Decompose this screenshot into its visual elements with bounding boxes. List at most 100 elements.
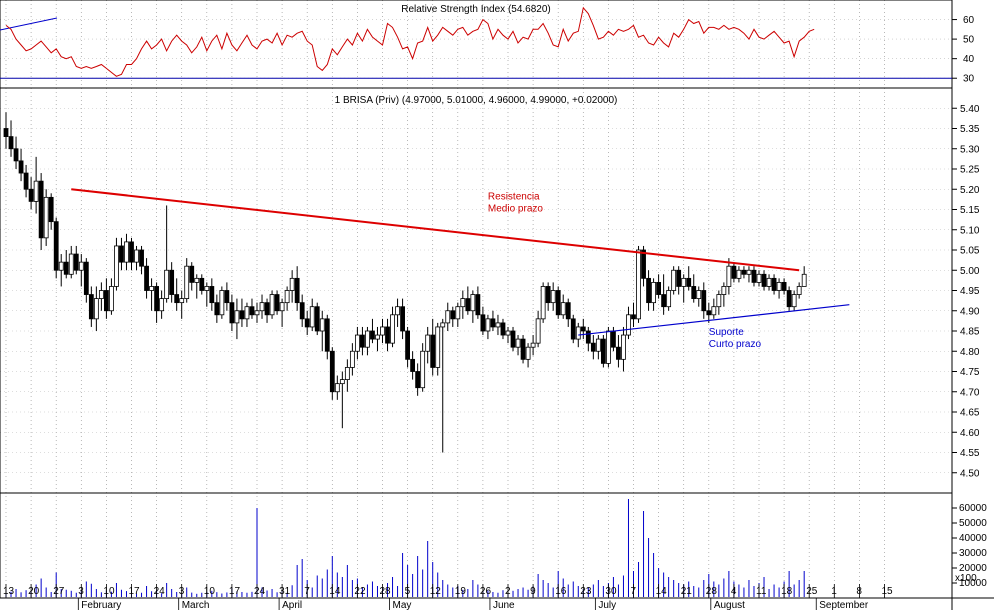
candle-body xyxy=(139,249,144,267)
candle-body xyxy=(606,330,611,364)
month-label: September xyxy=(819,600,869,610)
candle-body xyxy=(731,265,737,279)
annotation-label: Medio prazo xyxy=(488,204,543,215)
candle xyxy=(179,290,185,319)
price-tick-label: 4.95 xyxy=(960,286,980,297)
candle-body xyxy=(259,302,265,312)
candle xyxy=(184,258,190,303)
candle-body xyxy=(706,310,712,316)
candle xyxy=(520,335,526,364)
candle-body xyxy=(711,306,717,316)
candle-body xyxy=(33,180,39,202)
candle-body xyxy=(771,277,777,291)
candle-body xyxy=(776,281,782,291)
candle-body xyxy=(279,302,285,312)
candle xyxy=(676,266,682,295)
candle-body xyxy=(380,326,385,336)
x-tick-label: 9 xyxy=(530,586,536,597)
rsi-line xyxy=(5,6,815,77)
candle xyxy=(78,254,84,287)
candle-body xyxy=(585,330,591,344)
candle-body xyxy=(490,318,496,328)
candle-body xyxy=(480,314,486,332)
candle xyxy=(766,274,772,291)
candle-body xyxy=(651,281,656,304)
candle-body xyxy=(555,290,561,316)
candle xyxy=(33,156,39,214)
candle xyxy=(254,302,260,323)
candle-body xyxy=(741,269,747,275)
rsi-tick-label: 60 xyxy=(963,15,975,26)
candle-body xyxy=(194,277,200,283)
candle xyxy=(104,278,109,319)
candle-body xyxy=(716,294,722,308)
candle-body xyxy=(405,330,411,360)
x-tick-label: 31 xyxy=(279,586,291,597)
candle-body xyxy=(540,286,546,320)
candle xyxy=(234,298,240,340)
candle-body xyxy=(154,286,160,312)
candle xyxy=(736,266,742,283)
candle xyxy=(621,326,626,372)
candle-body xyxy=(38,180,44,239)
x-tick-label: 28 xyxy=(380,586,392,597)
candle xyxy=(249,298,255,319)
candle-body xyxy=(385,326,390,344)
candle-body xyxy=(365,330,370,348)
month-label: March xyxy=(182,600,210,610)
candle xyxy=(490,310,496,331)
x-tick-label: 17 xyxy=(129,586,141,597)
candle xyxy=(304,310,310,336)
candle-body xyxy=(565,302,571,320)
price-tick-label: 5.20 xyxy=(960,185,980,196)
candle xyxy=(706,302,712,323)
candle xyxy=(626,306,631,340)
candle-body xyxy=(114,245,119,287)
candle xyxy=(781,278,787,295)
candle-body xyxy=(299,302,305,320)
candle-body xyxy=(676,269,682,287)
candle xyxy=(329,347,335,400)
month-label: August xyxy=(714,600,745,610)
price-tick-label: 4.85 xyxy=(960,327,980,338)
candle xyxy=(731,262,737,283)
candle xyxy=(299,294,305,327)
candle xyxy=(365,326,370,356)
candle xyxy=(344,359,350,392)
x-tick-label: 22 xyxy=(354,586,366,597)
candle-body xyxy=(505,330,511,336)
candle xyxy=(410,351,416,380)
candle xyxy=(455,302,461,327)
candle xyxy=(38,173,44,250)
candle xyxy=(395,298,400,327)
candle xyxy=(380,318,385,344)
candle-body xyxy=(73,253,79,271)
candle-body xyxy=(349,350,355,368)
x-tick-label: 24 xyxy=(254,586,266,597)
candle xyxy=(415,363,421,396)
candle-body xyxy=(169,269,175,295)
candle-body xyxy=(249,306,255,316)
candle-body xyxy=(746,269,752,275)
candle xyxy=(480,306,486,336)
x-tick-label: 3 xyxy=(179,586,185,597)
x-tick-label: 19 xyxy=(455,586,467,597)
x-tick-label: 18 xyxy=(781,586,793,597)
candle xyxy=(716,290,722,315)
candle-body xyxy=(661,294,667,308)
x-tick-label: 2 xyxy=(505,586,511,597)
volume-tick-label: 20000 xyxy=(959,563,987,574)
candle xyxy=(28,177,34,210)
candle-body xyxy=(696,290,702,300)
candle-body xyxy=(455,306,461,320)
candle xyxy=(269,290,275,319)
candle-body xyxy=(58,261,64,271)
candle-body xyxy=(425,334,431,352)
candle-body xyxy=(801,273,807,287)
x-tick-label: 8 xyxy=(856,586,862,597)
candle xyxy=(701,282,707,319)
candle xyxy=(375,326,380,352)
candle-body xyxy=(269,294,275,316)
candle-body xyxy=(590,342,596,352)
